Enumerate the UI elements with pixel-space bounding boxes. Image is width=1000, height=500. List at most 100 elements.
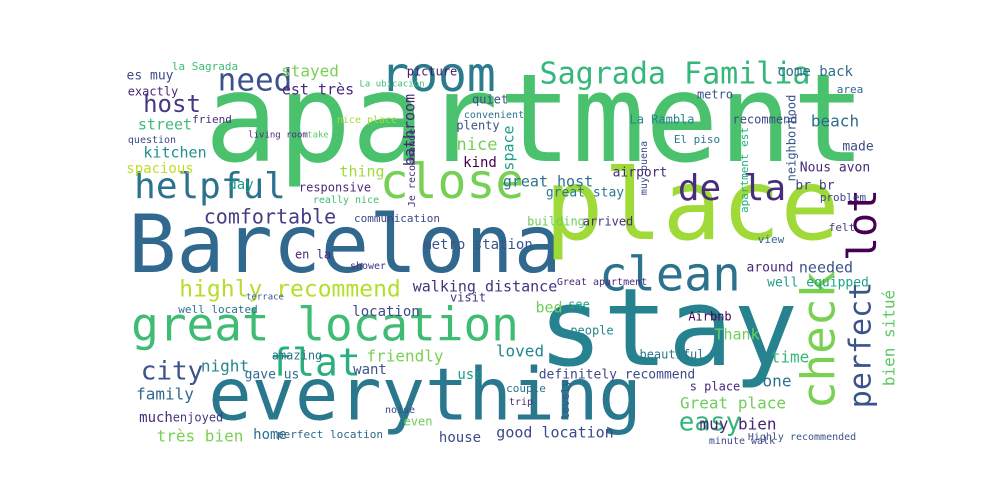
- word: helpful: [134, 166, 286, 207]
- word: host: [143, 90, 201, 118]
- word: around: [747, 261, 794, 276]
- word: s place: [690, 380, 741, 394]
- word: family: [136, 385, 194, 404]
- word: shower: [350, 261, 386, 272]
- word: room: [380, 47, 496, 103]
- word: Sagrada Familia: [540, 57, 811, 92]
- word: es muy: [127, 69, 174, 84]
- word: beautiful: [639, 348, 704, 362]
- word: terrace: [246, 293, 284, 303]
- word: well equipped: [767, 276, 869, 291]
- word: thing: [339, 163, 384, 181]
- word: use: [457, 367, 482, 383]
- word: gave us: [245, 368, 300, 383]
- word: question: [128, 135, 176, 146]
- word: everything: [208, 353, 641, 437]
- word: friendly: [366, 347, 443, 366]
- word: location: [352, 304, 419, 320]
- word: metro station: [423, 237, 533, 253]
- word: night: [201, 357, 249, 376]
- word: recommend: [732, 113, 797, 127]
- word: stay: [538, 266, 798, 391]
- word: lovely: [559, 380, 572, 420]
- word: exactly: [128, 85, 179, 99]
- word: plenty: [456, 119, 499, 133]
- word: beach: [811, 112, 859, 131]
- word: walking distance: [413, 278, 558, 296]
- word: la Sagrada: [172, 60, 238, 73]
- word: bed: [535, 299, 562, 317]
- word: friend: [192, 113, 232, 126]
- word: area: [837, 83, 864, 96]
- word: check: [792, 271, 846, 409]
- word: flat: [269, 341, 361, 385]
- word: Great apartment: [557, 277, 647, 288]
- word: apartment: [204, 48, 865, 190]
- word: spacious: [126, 161, 193, 177]
- word: great stay: [546, 186, 624, 201]
- word: nice place: [337, 115, 397, 126]
- word: arrived: [583, 215, 634, 229]
- word: clean: [599, 248, 740, 303]
- word: en la: [295, 248, 331, 262]
- word: street: [138, 116, 192, 134]
- word: view: [758, 233, 785, 246]
- word: lot: [840, 189, 886, 261]
- word: Thank: [714, 326, 759, 344]
- word: day: [228, 177, 253, 193]
- word: est très: [282, 81, 354, 99]
- word: trip: [509, 397, 533, 408]
- word: neighborhood: [785, 95, 799, 182]
- word: muy bien: [699, 415, 776, 434]
- word: La Rambla: [629, 113, 694, 127]
- word: time: [771, 348, 810, 367]
- word: convenient: [464, 110, 524, 121]
- word: muy buena: [639, 141, 650, 195]
- word: bien situé: [880, 290, 899, 386]
- word: stayed: [281, 62, 339, 81]
- word: couple: [506, 382, 546, 395]
- word: home: [253, 427, 287, 443]
- word: kitchen: [143, 144, 206, 162]
- word: responsive: [299, 181, 371, 195]
- word: Highly recommended: [748, 432, 856, 443]
- word: close: [380, 154, 525, 210]
- word: even: [404, 415, 433, 429]
- word: Je recommande: [407, 129, 418, 207]
- word: visit: [450, 291, 486, 305]
- word: bathroom: [401, 94, 419, 166]
- word: metro: [697, 88, 733, 102]
- word: felt: [829, 221, 856, 234]
- word: El piso: [674, 133, 720, 146]
- word: good location: [496, 424, 613, 442]
- word: come back: [777, 64, 853, 80]
- word: de la: [678, 168, 786, 209]
- word: Great place: [680, 394, 786, 413]
- word: highly recommend: [179, 277, 401, 303]
- word: take: [307, 131, 329, 141]
- word: space: [500, 125, 518, 170]
- word: perfect: [844, 282, 879, 408]
- word: really nice: [313, 195, 379, 206]
- word: Nous avon: [800, 161, 870, 176]
- word: people: [570, 324, 613, 338]
- word: definitely recommend: [539, 368, 696, 383]
- word: great location: [131, 298, 519, 352]
- word: need: [218, 63, 293, 99]
- word: place: [544, 149, 839, 263]
- word: picture: [407, 65, 458, 79]
- word: easy: [679, 408, 742, 438]
- word: La ubicación: [359, 79, 424, 90]
- word: house: [439, 430, 481, 446]
- word: airport: [613, 166, 668, 181]
- word: problem: [820, 191, 867, 204]
- word: much: [139, 410, 173, 426]
- word: Barcelona: [128, 198, 561, 291]
- word: Airbnb: [688, 310, 731, 324]
- word: great host: [503, 173, 593, 191]
- word: minute walk: [709, 436, 775, 447]
- word: nice: [457, 135, 498, 155]
- word: comfortable: [204, 205, 336, 229]
